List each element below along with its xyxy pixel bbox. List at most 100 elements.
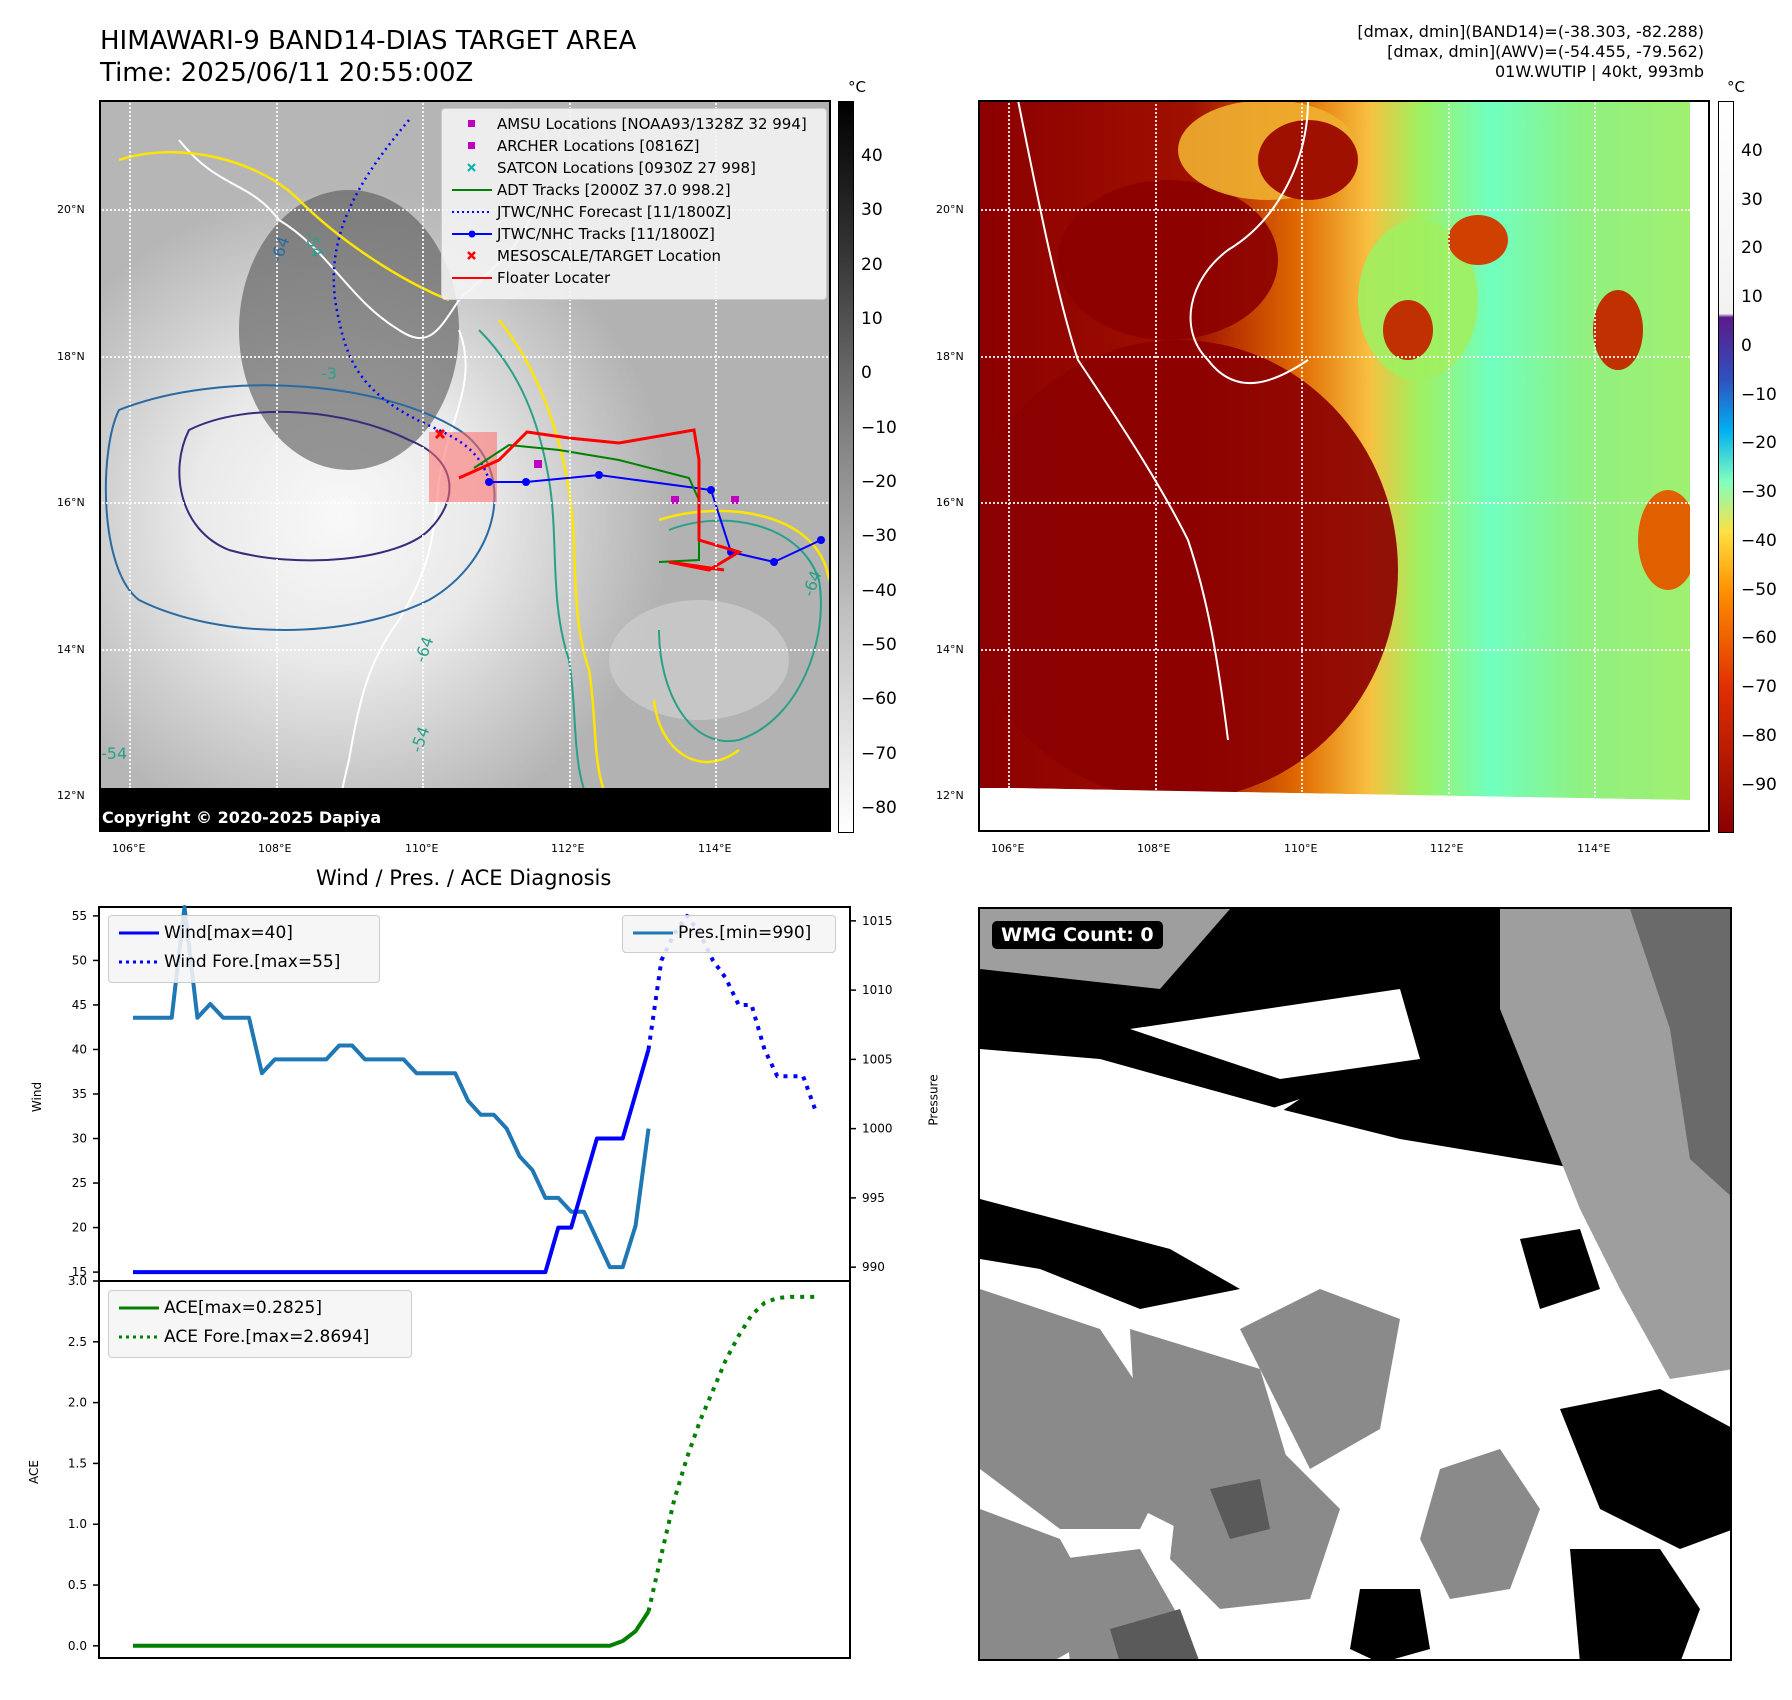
ir-colorbar-unit: °C xyxy=(848,78,866,96)
lat-tick: 20°N xyxy=(936,203,964,216)
grid-lon-114 xyxy=(1594,100,1596,797)
grid-lat-16 xyxy=(99,502,831,504)
awv-cbar-tick: −50 xyxy=(1741,580,1777,600)
awv-map-panel xyxy=(978,100,1710,832)
diagnosis-title: Wind / Pres. / ACE Diagnosis xyxy=(316,866,612,890)
contour-label: -54 xyxy=(101,744,128,763)
ir-cbar-tick: −70 xyxy=(861,744,897,764)
legend-label: JTWC/NHC Forecast [11/1800Z] xyxy=(497,203,732,221)
lon-tick: 108°E xyxy=(258,842,292,855)
ir-cbar-tick: 10 xyxy=(861,309,883,329)
grid-lon-106 xyxy=(1008,100,1010,788)
lat-tick: 14°N xyxy=(936,643,964,656)
wmg-image xyxy=(980,909,1730,1659)
ace-tick-label: 2.5 xyxy=(68,1335,87,1349)
awv-cbar-tick: −90 xyxy=(1741,775,1777,795)
info-band14-range: [dmax, dmin](BAND14)=(-38.303, -82.288) xyxy=(1357,22,1704,41)
wind-tick-label: 45 xyxy=(72,998,87,1012)
lon-tick: 108°E xyxy=(1137,842,1171,855)
grid-lon-112 xyxy=(1448,100,1450,794)
pressure-tick-label: 1015 xyxy=(862,914,893,928)
wind-tick-label: 20 xyxy=(72,1221,87,1235)
wind-tick-label: 35 xyxy=(72,1087,87,1101)
grid-lat-20 xyxy=(978,209,1690,211)
ace-series-line xyxy=(133,1610,651,1648)
ir-cbar-tick: −50 xyxy=(861,635,897,655)
grid-lat-14 xyxy=(978,649,1690,651)
grid-lon-106 xyxy=(129,100,131,788)
wind-tick-label: 30 xyxy=(72,1132,87,1146)
copyright-text: Copyright © 2020-2025 Dapiya xyxy=(102,808,382,827)
line-marker-icon xyxy=(450,183,494,197)
legend-label: JTWC/NHC Tracks [11/1800Z] xyxy=(497,225,715,243)
legend-label: Pres.[min=990] xyxy=(678,923,812,943)
square-marker-icon xyxy=(450,139,494,153)
awv-cbar-tick: 10 xyxy=(1741,287,1763,307)
wind-legend: Wind[max=40] Wind Fore.[max=55] xyxy=(108,915,380,983)
wind-axis-label: Wind xyxy=(30,1081,45,1113)
dotted-line-icon xyxy=(450,205,494,219)
lon-tick: 106°E xyxy=(991,842,1025,855)
ace-axis-label: ACE xyxy=(26,1460,41,1484)
pressure-tick-label: 1005 xyxy=(862,1052,893,1066)
grid-lat-14 xyxy=(99,649,831,651)
legend-label: ACE Fore.[max=2.8694] xyxy=(164,1327,370,1347)
line-marker-icon xyxy=(117,926,161,940)
awv-cbar-tick: 30 xyxy=(1741,190,1763,210)
legend-label: SATCON Locations [0930Z 27 998] xyxy=(497,159,756,177)
lat-tick: 18°N xyxy=(57,350,85,363)
grid-lon-110 xyxy=(422,100,424,788)
wind-tick-label: 15 xyxy=(72,1265,87,1279)
pressure-tick-label: 995 xyxy=(862,1191,885,1205)
x-marker-icon xyxy=(450,161,494,175)
pressure-axis-label: Pressure xyxy=(926,1074,941,1126)
info-awv-range: [dmax, dmin](AWV)=(-54.455, -79.562) xyxy=(1387,42,1704,61)
lon-tick: 112°E xyxy=(551,842,585,855)
awv-cbar-tick: 20 xyxy=(1741,238,1763,258)
legend-label: ARCHER Locations [0816Z] xyxy=(497,137,700,155)
figure-info: [dmax, dmin](BAND14)=(-38.303, -82.288) … xyxy=(1357,22,1704,82)
pressure-tick-label: 1000 xyxy=(862,1122,893,1136)
lon-tick: 114°E xyxy=(1577,842,1611,855)
awv-cbar-tick: −60 xyxy=(1741,628,1777,648)
legend-label: MESOSCALE/TARGET Location xyxy=(497,247,722,265)
lat-tick: 20°N xyxy=(57,203,85,216)
lon-tick: 110°E xyxy=(1284,842,1318,855)
grid-lon-110 xyxy=(1301,100,1303,792)
lat-tick: 16°N xyxy=(936,496,964,509)
dotted-line-icon xyxy=(117,955,161,969)
ir-cbar-tick: −30 xyxy=(861,526,897,546)
ace-tick-label: 0.5 xyxy=(68,1578,87,1592)
awv-cbar-tick: −80 xyxy=(1741,726,1777,746)
awv-cbar-tick: −20 xyxy=(1741,433,1777,453)
line-dot-icon xyxy=(450,227,494,241)
awv-map-frame xyxy=(978,100,1710,832)
grid-lat-16 xyxy=(978,502,1690,504)
grid-lat-18 xyxy=(99,356,831,358)
ir-cbar-tick: −20 xyxy=(861,472,897,492)
grid-lat-18 xyxy=(978,356,1690,358)
ace-legend: ACE[max=0.2825] ACE Fore.[max=2.8694] xyxy=(108,1290,412,1358)
figure-title: HIMAWARI-9 BAND14-DIAS TARGET AREA xyxy=(100,26,637,56)
awv-cbar-tick: 0 xyxy=(1741,336,1752,356)
ir-cbar-tick: −60 xyxy=(861,689,897,709)
pressure-tick-label: 990 xyxy=(862,1260,885,1274)
ace-tick-label: 0.0 xyxy=(68,1639,87,1653)
wind-series-line xyxy=(133,1048,651,1275)
dotted-line-icon xyxy=(117,1330,161,1344)
lon-tick: 106°E xyxy=(112,842,146,855)
lon-tick: 110°E xyxy=(405,842,439,855)
legend-label: AMSU Locations [NOAA93/1328Z 32 994] xyxy=(497,115,807,133)
grid-lon-112 xyxy=(569,100,571,788)
pressure-tick-label: 1010 xyxy=(862,983,893,997)
map-legend: AMSU Locations [NOAA93/1328Z 32 994] ARC… xyxy=(441,108,827,300)
lat-tick: 18°N xyxy=(936,350,964,363)
awv-colorbar-unit: °C xyxy=(1727,78,1745,96)
ace-tick-label: 1.5 xyxy=(68,1456,87,1470)
awv-cbar-tick: −40 xyxy=(1741,531,1777,551)
lat-tick: 12°N xyxy=(936,789,964,802)
ir-cbar-tick: 30 xyxy=(861,200,883,220)
wmg-count-badge: WMG Count: 0 xyxy=(992,921,1163,949)
lon-tick: 112°E xyxy=(1430,842,1464,855)
legend-label: Wind Fore.[max=55] xyxy=(164,952,341,972)
